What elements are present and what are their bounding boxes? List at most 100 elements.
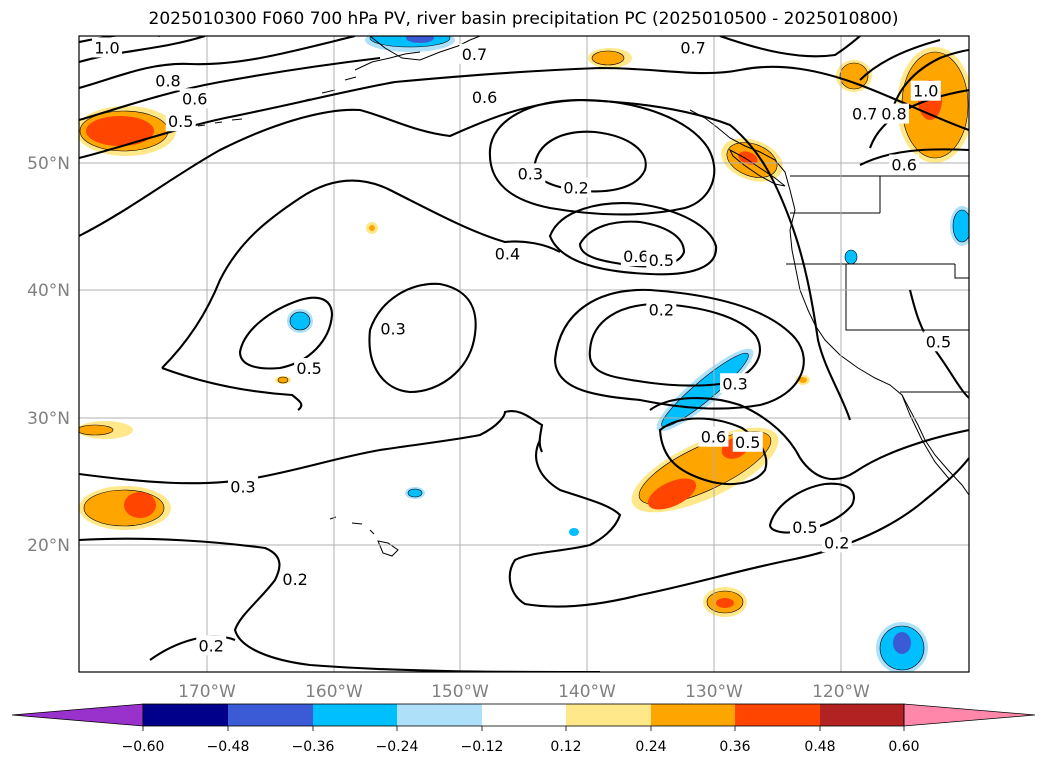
- pv-contours: [79, 36, 969, 672]
- contour-label: 0.2: [824, 533, 849, 552]
- precip-area: [86, 116, 154, 146]
- contour-label-bg: [678, 37, 709, 58]
- precip-area: [406, 36, 434, 43]
- contour-label-bg: [821, 532, 852, 553]
- contour-label: 0.2: [563, 178, 588, 197]
- pv-contour: [768, 482, 855, 534]
- contour-label-bg: [720, 373, 751, 394]
- pv-contour: [859, 38, 941, 81]
- contour-label: 0.4: [495, 245, 520, 264]
- precip-area: [839, 62, 869, 90]
- contour-label: 0.6: [701, 428, 726, 447]
- colorbar-label: 0.36: [719, 739, 750, 755]
- map-title: 2025010300 F060 700 hPa PV, river basin …: [148, 9, 899, 29]
- pv-contour: [508, 439, 969, 608]
- contour-label: 0.7: [462, 45, 487, 64]
- contour-label: 0.5: [296, 359, 321, 378]
- pv-contour: [161, 367, 303, 411]
- contour-label-bg: [280, 569, 311, 590]
- lon-tick-label: 170°W: [178, 682, 236, 702]
- contour-labels: 1.00.80.60.50.70.60.70.7 0.81.00.60.30.20…: [91, 37, 954, 656]
- colorbar-extend-high: [903, 703, 1036, 727]
- contour-label-bg: [910, 80, 941, 101]
- baja-coast: [901, 394, 951, 481]
- contour-label-bg: [179, 88, 210, 109]
- lat-tick-label: 30°N: [27, 409, 70, 429]
- colorbar-label: −0.36: [292, 739, 335, 755]
- precip-area: [289, 311, 311, 331]
- colorbar-segment: [820, 704, 904, 726]
- colorbar: −0.60 −0.48 −0.36 −0.24 −0.12 0.12 0.24 …: [11, 703, 1036, 755]
- coastlines: [180, 36, 969, 557]
- contour-label: 0.5: [792, 518, 817, 537]
- lat-tick-label: 20°N: [27, 536, 70, 556]
- precip-area: [844, 249, 858, 265]
- colorbar-label: −0.60: [122, 739, 165, 755]
- pv-contour: [649, 397, 969, 481]
- colorbar-segment: [397, 704, 482, 726]
- precip-area: [799, 377, 807, 383]
- contour-label-bg: [620, 246, 651, 267]
- contour-label: 0.3: [518, 164, 543, 183]
- pv-contour: [553, 288, 805, 410]
- state-borders: [786, 176, 969, 331]
- lon-tick-label: 120°W: [812, 682, 870, 702]
- plot-area: 1.00.80.60.50.70.60.70.7 0.81.00.60.30.20…: [79, 36, 969, 672]
- colorbar-segment: [143, 704, 228, 726]
- precip-area: [952, 209, 969, 243]
- contour-label: 0.5: [735, 433, 760, 452]
- contour-label: 0.5: [649, 251, 674, 270]
- contour-label: 0.2: [199, 636, 224, 655]
- pv-contour: [533, 130, 647, 193]
- contour-label-bg: [294, 357, 325, 378]
- lon-tick-labels: 170°W 160°W 150°W 140°W 130°W 120°W: [178, 682, 870, 702]
- pv-contour: [79, 410, 544, 485]
- pv-contour: [79, 36, 160, 44]
- precip-area: [369, 225, 375, 231]
- bc-coast: [689, 109, 797, 271]
- colorbar-ticks: [142, 726, 905, 731]
- colorbar-label: 0.60: [888, 739, 919, 755]
- colorbar-segment: [228, 704, 313, 726]
- contour-label-bg: [153, 70, 183, 91]
- contour-label: 0.2: [649, 300, 674, 319]
- precip-area: [647, 478, 697, 510]
- colorbar-label: −0.24: [376, 739, 419, 755]
- contour-label-bg: [789, 516, 820, 537]
- pv-contour: [859, 148, 969, 166]
- lon-tick-label: 130°W: [685, 682, 743, 702]
- contour-label: 0.6: [623, 247, 648, 266]
- precip-area: [569, 528, 579, 536]
- contour-label-bg: [732, 431, 763, 452]
- us-west-coast: [795, 269, 969, 496]
- precip-area: [79, 424, 114, 436]
- colorbar-segment: [651, 704, 735, 726]
- contour-label: 0.7: [680, 38, 705, 57]
- precip-area: [591, 50, 625, 66]
- contour-label: 0.8: [881, 105, 906, 124]
- contour-label: 0.6: [891, 155, 916, 174]
- contour-label-bg: [378, 318, 409, 339]
- contour-label: 0.5: [168, 112, 193, 131]
- pv-contour: [79, 56, 381, 122]
- precip-area: [124, 492, 156, 518]
- contour-label-bg: [646, 249, 677, 270]
- precip-area: [893, 632, 911, 654]
- contour-label-bg: [849, 103, 880, 124]
- precipitation-shading: [79, 36, 969, 672]
- colorbar-label: 0.48: [804, 739, 835, 755]
- colorbar-label: −0.48: [207, 739, 250, 755]
- pv-contour: [658, 417, 768, 486]
- pv-contour: [79, 537, 601, 672]
- colorbar-segment: [735, 704, 820, 726]
- precip-area: [277, 376, 289, 384]
- lon-tick-label: 140°W: [558, 682, 616, 702]
- pv-contour: [79, 36, 356, 90]
- contour-label-bg: [878, 103, 909, 124]
- pv-contour: [79, 36, 206, 64]
- contour-label-bg: [165, 111, 196, 132]
- colorbar-segment: [566, 704, 651, 726]
- pv-contour: [588, 302, 761, 387]
- contour-label: 0.2: [282, 570, 307, 589]
- lat-tick-labels: 50°N 40°N 30°N 20°N: [27, 154, 70, 556]
